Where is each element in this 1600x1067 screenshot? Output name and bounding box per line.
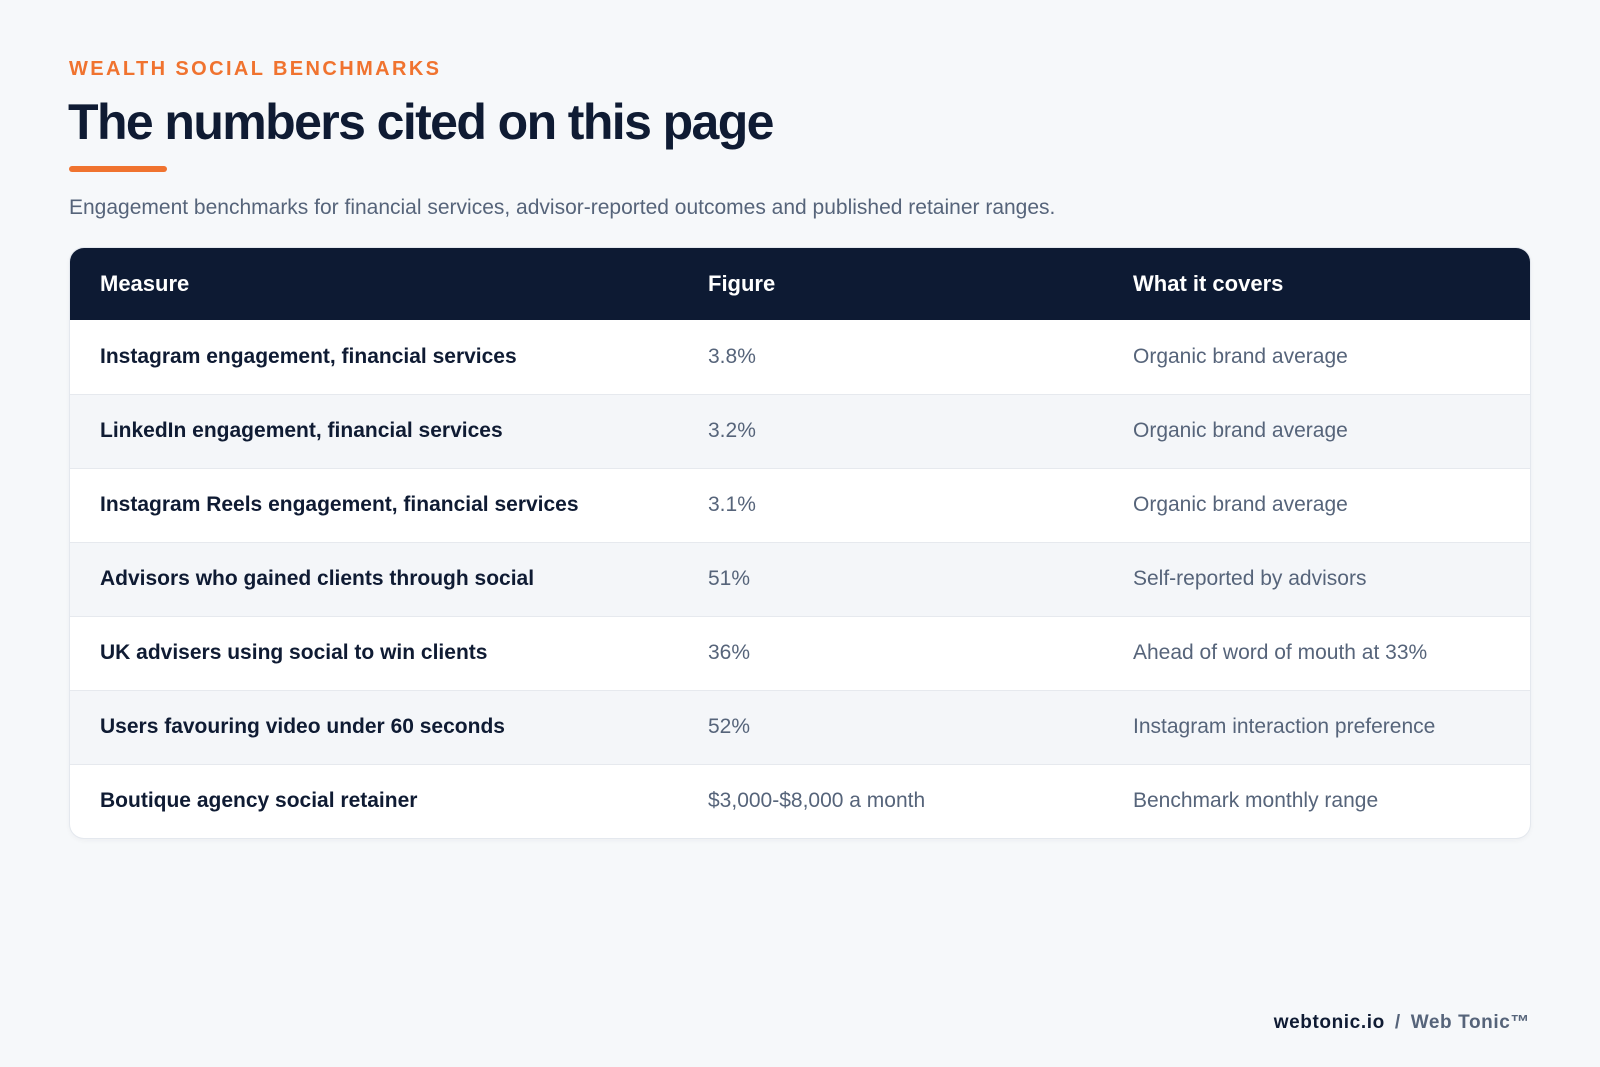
eyebrow-label: WEALTH SOCIAL BENCHMARKS: [69, 58, 442, 80]
figure-cell: 51%: [708, 567, 751, 590]
figure-cell: 3.8%: [708, 344, 756, 368]
column-header-covers: What it covers: [1133, 271, 1284, 296]
table-row: Boutique agency social retainer $3,000-$…: [70, 764, 1530, 838]
footer-brand: Web Tonic™: [1410, 1012, 1530, 1033]
table-row: UK advisers using social to win clients …: [70, 616, 1530, 690]
table-row: Users favouring video under 60 seconds 5…: [70, 690, 1530, 764]
covers-cell: Instagram interaction preference: [1133, 715, 1436, 738]
table-row: Advisors who gained clients through soci…: [70, 542, 1530, 616]
footer-credit: webtonic.io / Web Tonic™: [1274, 1012, 1530, 1034]
table-row: LinkedIn engagement, financial services …: [70, 394, 1530, 468]
footer-separator: /: [1394, 1012, 1401, 1033]
covers-cell: Self-reported by advisors: [1133, 567, 1367, 590]
title-underline: [69, 166, 167, 172]
benchmarks-table: Measure Figure What it covers Instagram …: [70, 248, 1530, 838]
figure-cell: 3.2%: [708, 419, 756, 442]
figure-cell: $3,000-$8,000 a month: [708, 789, 926, 813]
table-row: Instagram engagement, financial services…: [70, 320, 1530, 394]
figure-cell: 36%: [708, 641, 751, 664]
measure-cell: UK advisers using social to win clients: [100, 641, 488, 664]
measure-cell: Boutique agency social retainer: [100, 789, 418, 813]
table-header-row: Measure Figure What it covers: [70, 248, 1530, 320]
covers-cell: Benchmark monthly range: [1133, 789, 1379, 813]
footer-domain: webtonic.io: [1273, 1012, 1385, 1033]
measure-cell: Instagram Reels engagement, financial se…: [100, 493, 579, 516]
measure-cell: LinkedIn engagement, financial services: [100, 419, 503, 442]
page-subtitle: Engagement benchmarks for financial serv…: [69, 196, 1056, 219]
table-row: Instagram Reels engagement, financial se…: [70, 468, 1530, 542]
figure-cell: 3.1%: [708, 493, 756, 516]
benchmarks-table-card: Measure Figure What it covers Instagram …: [70, 248, 1530, 838]
page-title: The numbers cited on this page: [68, 94, 774, 150]
covers-cell: Organic brand average: [1133, 344, 1348, 368]
figure-cell: 52%: [708, 715, 751, 738]
measure-cell: Instagram engagement, financial services: [100, 344, 517, 368]
covers-cell: Organic brand average: [1133, 419, 1348, 442]
measure-cell: Advisors who gained clients through soci…: [100, 567, 535, 590]
column-header-measure: Measure: [100, 271, 190, 296]
covers-cell: Ahead of word of mouth at 33%: [1133, 641, 1428, 664]
column-header-figure: Figure: [708, 271, 776, 296]
covers-cell: Organic brand average: [1133, 493, 1348, 516]
measure-cell: Users favouring video under 60 seconds: [100, 715, 505, 738]
